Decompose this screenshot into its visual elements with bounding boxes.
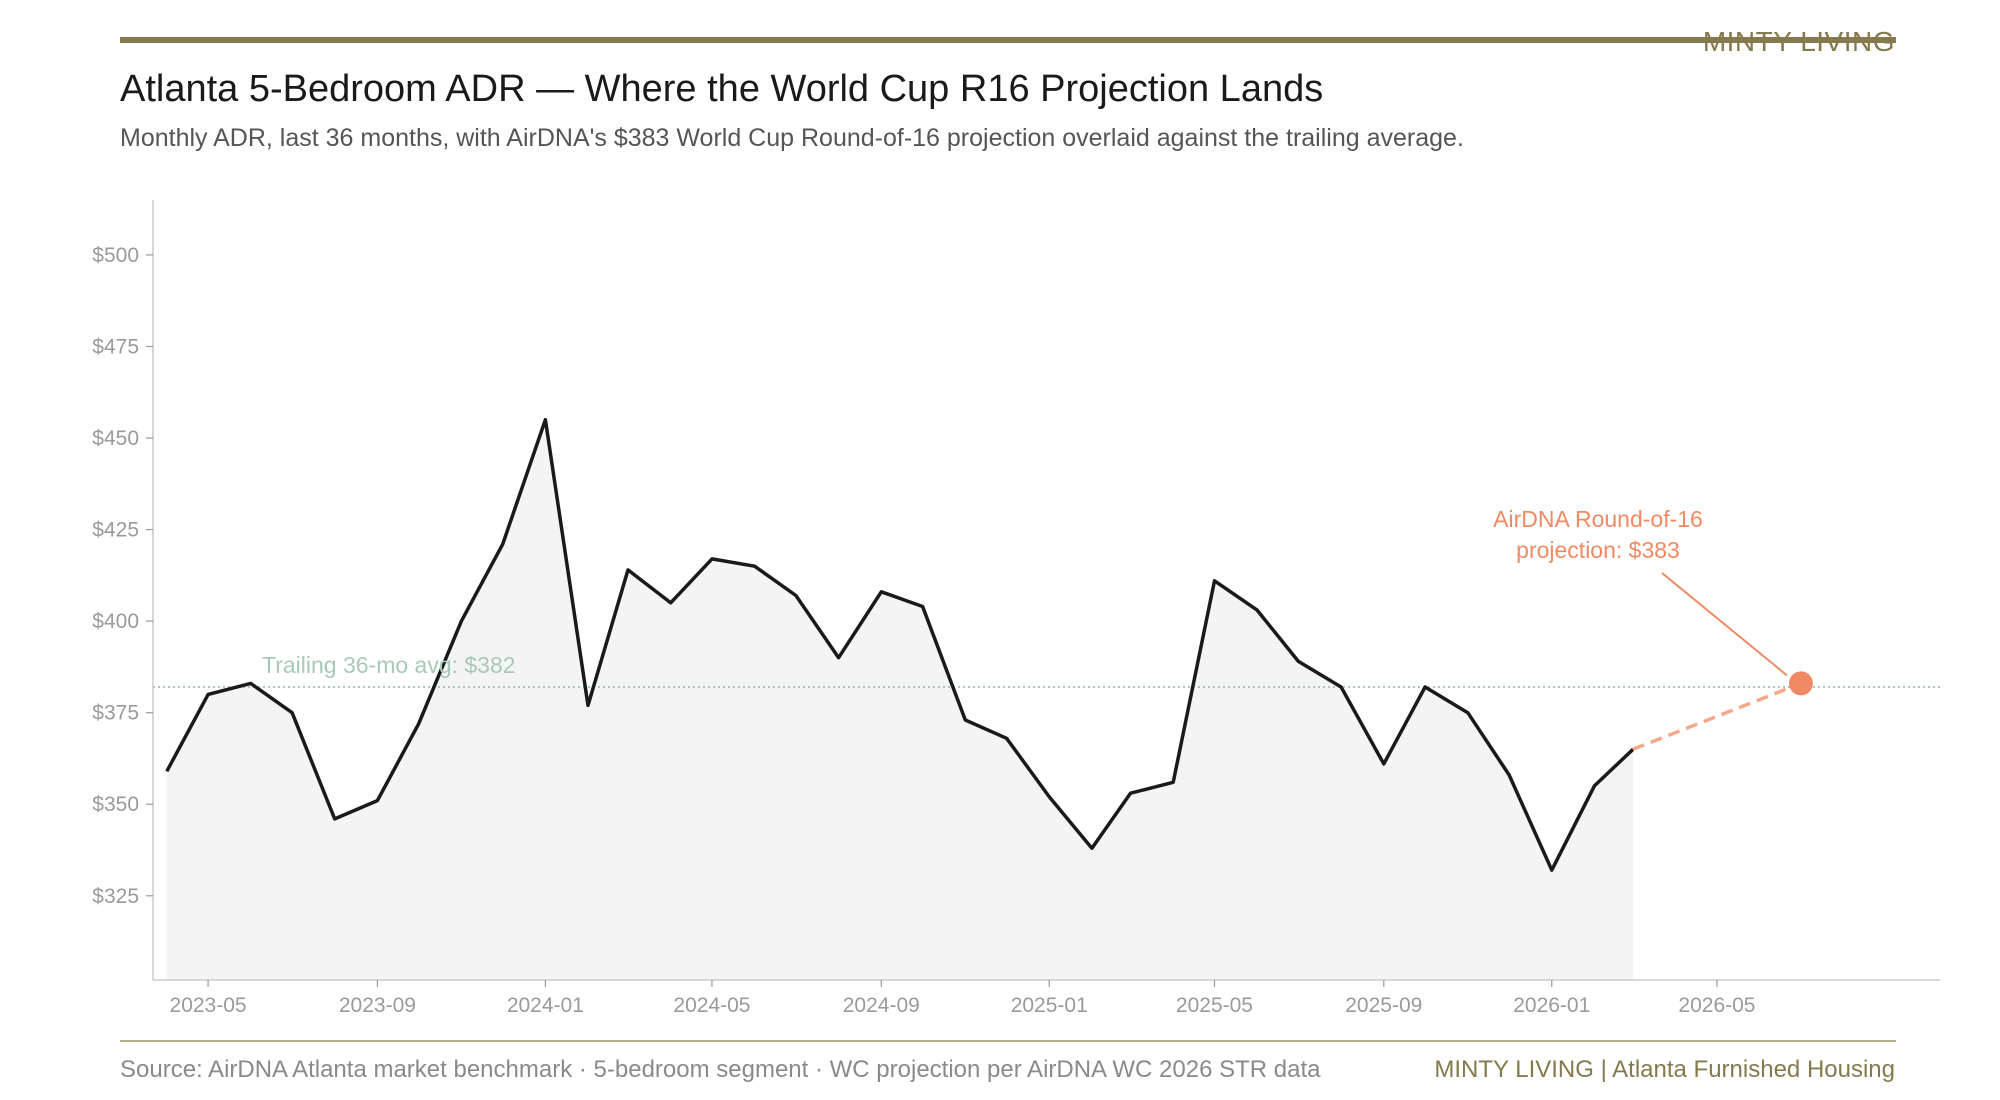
y-tick-label: $375 [92,702,139,725]
x-tick-label: 2026-05 [1678,994,1755,1017]
y-tick-label: $450 [92,427,139,450]
x-tick-label: 2025-05 [1176,994,1253,1017]
source-note: Source: AirDNA Atlanta market benchmark … [120,1056,1321,1083]
y-tick-label: $400 [92,610,139,633]
chart-subtitle: Monthly ADR, last 36 months, with AirDNA… [120,124,1464,152]
chart-title: Atlanta 5-Bedroom ADR — Where the World … [120,68,1324,110]
x-tick-label: 2026-01 [1513,994,1590,1017]
footer-rule [120,1040,1896,1042]
x-tick-label: 2025-09 [1345,994,1422,1017]
y-tick-label: $325 [92,885,139,908]
footer-brand: MINTY LIVING | Atlanta Furnished Housing [1434,1056,1895,1083]
projection-annotation-arrow [1661,572,1788,677]
brand-logo-text: MINTY LIVING [1702,26,1895,57]
projection-annotation-label: AirDNA Round-of-16 [1493,506,1703,532]
y-tick-label: $500 [92,244,139,267]
y-tick-label: $425 [92,519,139,542]
x-tick-label: 2023-09 [339,994,416,1017]
x-tick-label: 2023-05 [170,994,247,1017]
x-tick-label: 2025-01 [1011,994,1088,1017]
projection-point [1788,671,1813,696]
y-tick-label: $350 [92,793,139,816]
trailing-average-label: Trailing 36-mo avg: $382 [262,652,516,678]
projection-annotation-label: projection: $383 [1516,537,1680,563]
projection-dashed-line [1632,681,1802,751]
adr-series-line [165,417,1635,872]
x-tick-label: 2024-01 [507,994,584,1017]
y-tick-label: $475 [92,335,139,358]
top-accent-rule [120,37,1896,43]
x-tick-label: 2024-05 [673,994,750,1017]
x-tick-label: 2024-09 [843,994,920,1017]
series-area-fill [166,419,1633,980]
